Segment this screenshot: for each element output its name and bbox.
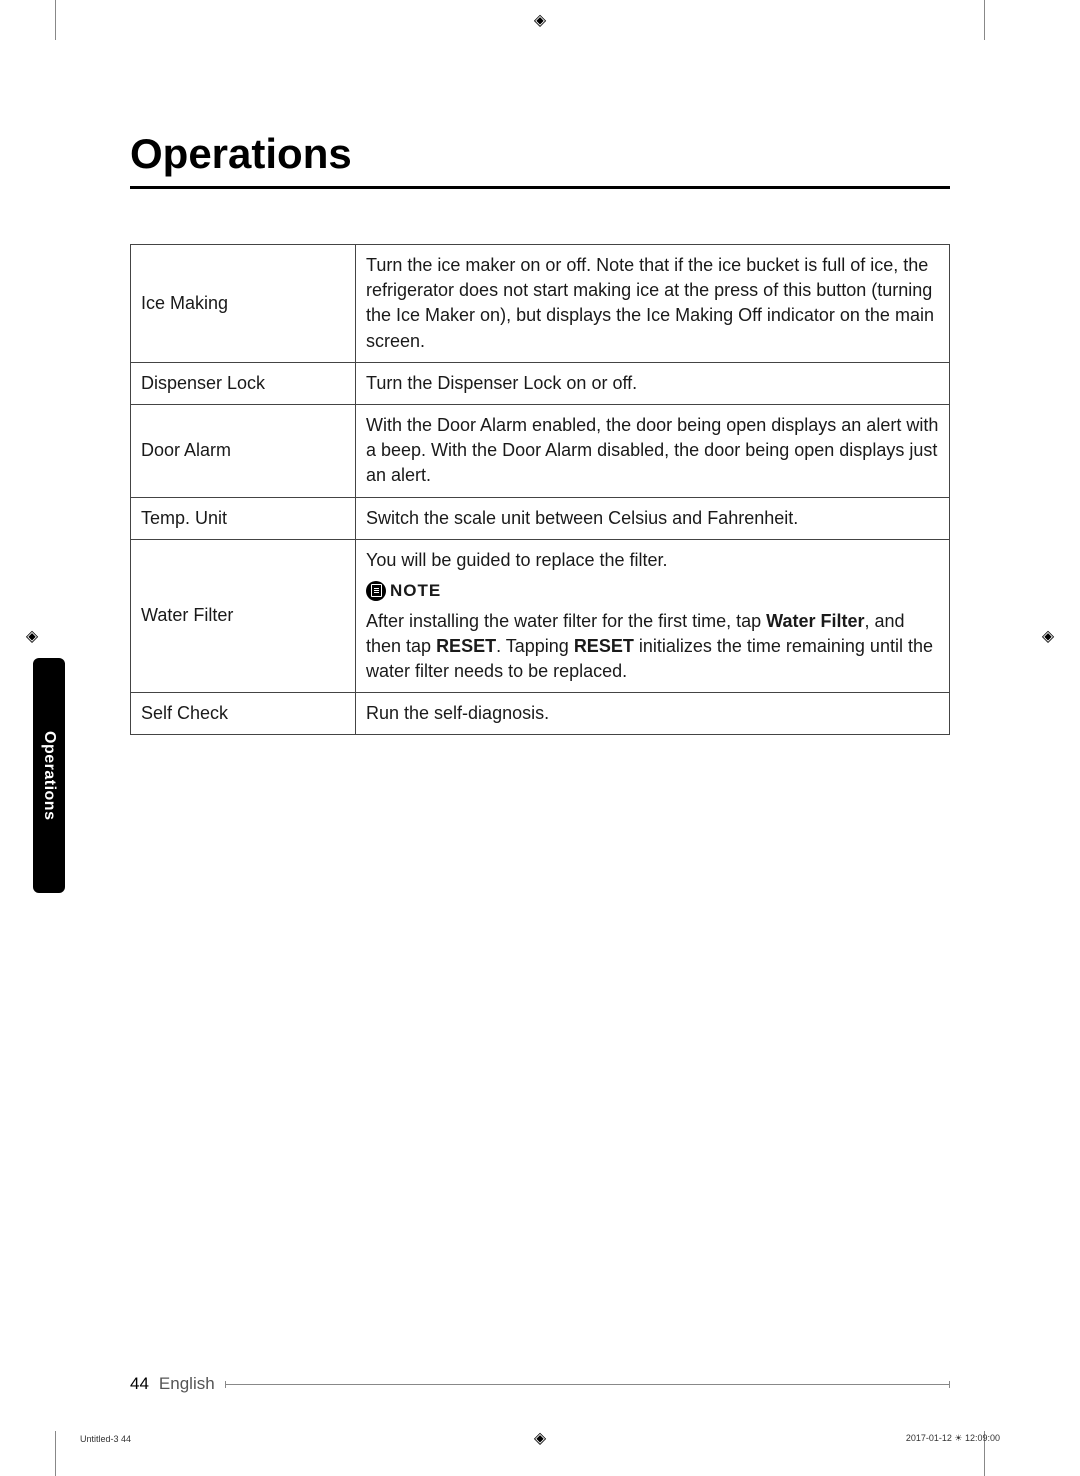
note-text: After installing the water filter for th… xyxy=(366,609,939,685)
setting-label: Water Filter xyxy=(131,539,356,693)
registration-mark-icon: ◈ xyxy=(22,626,42,646)
settings-table: Ice Making Turn the ice maker on or off.… xyxy=(130,244,950,735)
registration-mark-icon: ◈ xyxy=(1038,626,1058,646)
crop-mark xyxy=(55,0,56,40)
registration-mark-icon: ◈ xyxy=(530,10,550,30)
setting-label: Self Check xyxy=(131,693,356,735)
table-row: Water Filter You will be guided to repla… xyxy=(131,539,950,693)
note-bold: RESET xyxy=(574,636,634,656)
setting-description: Turn the ice maker on or off. Note that … xyxy=(356,245,950,363)
note-header: NOTE xyxy=(366,579,939,603)
table-row: Dispenser Lock Turn the Dispenser Lock o… xyxy=(131,362,950,404)
setting-label: Ice Making xyxy=(131,245,356,363)
registration-mark-icon: ◈ xyxy=(530,1428,550,1448)
footer-language: English xyxy=(159,1374,215,1394)
setting-description: Turn the Dispenser Lock on or off. xyxy=(356,362,950,404)
note-bold: RESET xyxy=(436,636,496,656)
setting-description: With the Door Alarm enabled, the door be… xyxy=(356,404,950,497)
page-footer: 44 English xyxy=(130,1374,950,1394)
print-info-left: Untitled-3 44 xyxy=(80,1434,131,1444)
footer-divider xyxy=(225,1384,950,1385)
crop-mark xyxy=(55,1431,56,1476)
section-tab-label: Operations xyxy=(40,731,58,820)
note-icon xyxy=(366,581,386,601)
filter-intro: You will be guided to replace the filter… xyxy=(366,548,939,573)
table-row: Ice Making Turn the ice maker on or off.… xyxy=(131,245,950,363)
page-content: Operations Ice Making Turn the ice maker… xyxy=(130,130,950,735)
setting-description: You will be guided to replace the filter… xyxy=(356,539,950,693)
section-tab: Operations xyxy=(33,658,65,893)
setting-description: Run the self-diagnosis. xyxy=(356,693,950,735)
setting-description: Switch the scale unit between Celsius an… xyxy=(356,497,950,539)
setting-label: Dispenser Lock xyxy=(131,362,356,404)
setting-label: Door Alarm xyxy=(131,404,356,497)
crop-mark xyxy=(984,0,985,40)
table-row: Self Check Run the self-diagnosis. xyxy=(131,693,950,735)
note-part: . Tapping xyxy=(496,636,574,656)
page-number: 44 xyxy=(130,1374,149,1394)
note-bold: Water Filter xyxy=(766,611,864,631)
setting-label: Temp. Unit xyxy=(131,497,356,539)
table-row: Temp. Unit Switch the scale unit between… xyxy=(131,497,950,539)
page-title: Operations xyxy=(130,130,950,178)
table-row: Door Alarm With the Door Alarm enabled, … xyxy=(131,404,950,497)
print-info-right: 2017-01-12 ☀ 12:09:00 xyxy=(906,1433,1000,1444)
note-part: After installing the water filter for th… xyxy=(366,611,766,631)
note-label: NOTE xyxy=(390,579,441,603)
title-underline xyxy=(130,186,950,189)
